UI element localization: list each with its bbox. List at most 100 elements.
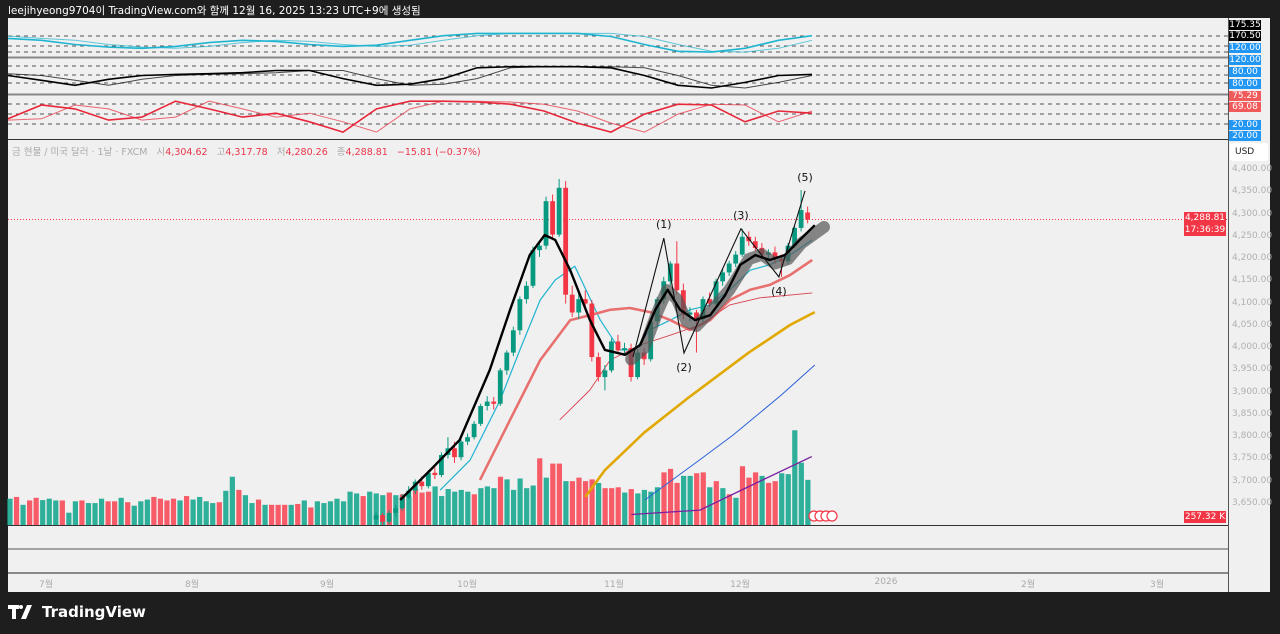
time-axis-label: 11월 <box>604 580 624 590</box>
candle-body <box>550 201 555 235</box>
price-tick-label: 4,000.00 <box>1232 342 1273 353</box>
candle-body <box>602 370 608 378</box>
volume-bar <box>641 489 647 525</box>
volume-bar <box>589 479 595 525</box>
volume-bar <box>386 492 392 525</box>
candle-body <box>471 423 477 438</box>
volume-bar <box>255 499 262 525</box>
volume-bar <box>66 512 72 525</box>
volume-bar <box>321 503 327 525</box>
volume-bar <box>766 482 772 525</box>
volume-bar <box>334 498 340 525</box>
volume-bar <box>412 489 419 525</box>
volume-bar <box>190 499 196 525</box>
volume-bar <box>210 503 216 525</box>
candle-body <box>491 401 497 404</box>
volume-bar <box>373 493 379 525</box>
volume-bar <box>746 477 752 525</box>
wave-label: (2) <box>676 361 692 375</box>
volume-bar <box>484 486 491 525</box>
volume-bar <box>151 496 157 525</box>
candle-body <box>537 245 542 251</box>
last-price-label: 4,288.81 17:36:39 <box>1184 212 1226 236</box>
candle-body <box>569 294 575 313</box>
volume-bar <box>707 487 713 525</box>
volume-bar <box>98 498 105 525</box>
volume-bar <box>223 490 229 525</box>
wave-label: (1) <box>655 218 672 232</box>
candle-body <box>805 212 811 220</box>
volume-bar <box>602 488 608 525</box>
volume-bar <box>720 488 726 525</box>
price-tick-label: 4,350.00 <box>1232 186 1273 197</box>
volume-bar <box>354 493 360 525</box>
time-axis-label: 12월 <box>730 580 750 590</box>
price-tick-label: 4,200.00 <box>1232 253 1273 264</box>
volume-bar <box>79 500 85 525</box>
price-tick-label: 3,800.00 <box>1232 431 1273 442</box>
oscillator-value-label: 120.00 <box>1229 43 1261 53</box>
volume-bar <box>157 498 164 525</box>
volume-bar <box>269 504 275 525</box>
volume-bar <box>419 492 425 525</box>
symbol-name[interactable]: 금 현물 / 미국 달러 · 1날 · FXCM <box>12 147 148 158</box>
candle-body <box>484 401 490 407</box>
low-value: 4,280.26 <box>285 147 328 158</box>
volume-bar <box>59 500 65 525</box>
volume-bar <box>772 481 778 525</box>
currency-button[interactable]: USD <box>1230 143 1268 161</box>
volume-bar <box>301 500 307 525</box>
candle-body <box>432 472 438 476</box>
price-pane <box>8 178 1228 525</box>
volume-bar <box>367 491 373 525</box>
volume-bar <box>694 473 700 525</box>
volume-bar <box>125 502 131 525</box>
oscillator-signal-line <box>7 66 813 89</box>
candle-body <box>458 441 464 458</box>
price-tick-label: 3,850.00 <box>1232 408 1273 419</box>
candle-body <box>589 303 595 358</box>
tradingview-logo-icon <box>8 605 32 619</box>
volume-bar <box>798 462 804 525</box>
volume-bar <box>425 491 432 525</box>
volume-bar <box>432 486 438 525</box>
volume-bar <box>524 488 530 525</box>
symbol-legend: 금 현물 / 미국 달러 · 1날 · FXCM 시4,304.62 고4,31… <box>12 144 481 158</box>
candle-body <box>772 252 778 260</box>
volume-bar <box>203 501 209 525</box>
volume-bar <box>510 489 517 525</box>
volume-bar <box>288 504 294 525</box>
volume-bar <box>654 487 661 525</box>
volume-bar <box>563 481 569 525</box>
tradingview-logo[interactable]: TradingView <box>8 603 146 621</box>
oscillator-signal-line <box>7 100 813 133</box>
price-tick-label: 4,050.00 <box>1232 319 1273 330</box>
volume-bar <box>249 503 255 525</box>
volume-bar <box>458 489 464 525</box>
time-axis-label: 8월 <box>184 580 200 590</box>
candle-body <box>609 341 614 371</box>
volume-bar <box>491 488 497 525</box>
volume-bar <box>308 507 314 525</box>
price-tick-label: 4,250.00 <box>1232 230 1273 241</box>
volume-bar <box>20 504 26 525</box>
candle-body <box>582 299 588 304</box>
oscillator-value-label: 20.00 <box>1229 131 1261 141</box>
volume-bar <box>596 482 602 525</box>
volume-bar <box>615 487 621 525</box>
volume-bar <box>314 501 320 525</box>
oscillator-value-label: 175.35 <box>1229 20 1261 30</box>
oscillator-value-label: 69.08 <box>1229 102 1261 112</box>
volume-bar <box>759 475 765 525</box>
pane-separators <box>8 18 1229 592</box>
economic-event-flag-icon <box>826 510 838 522</box>
oscillator-panes <box>7 32 1228 133</box>
volume-bar <box>360 496 366 525</box>
chart-caption: leejihyeong9704이 TradingView.com와 함께 12월… <box>8 5 421 17</box>
change-value: −15.81 (−0.37%) <box>396 147 481 158</box>
price-tick-label: 4,400.00 <box>1232 164 1273 174</box>
candle-body <box>595 357 601 378</box>
wave-label: (3) <box>733 208 749 222</box>
moving-average-line <box>399 224 816 501</box>
